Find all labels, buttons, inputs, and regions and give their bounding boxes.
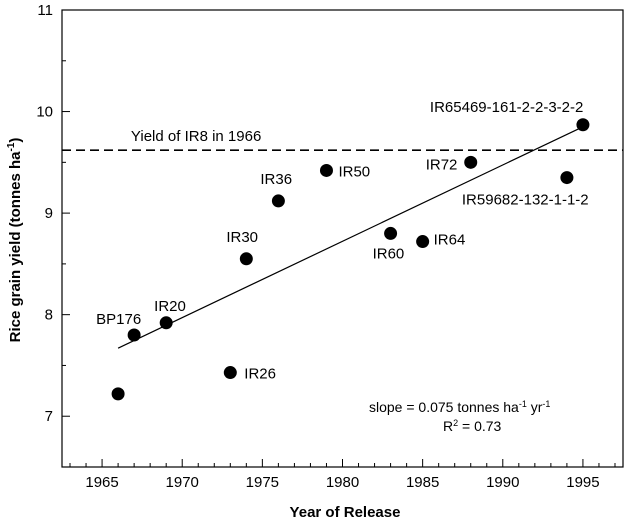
point-label: IR30: [226, 229, 258, 246]
point-label: IR72: [426, 156, 458, 173]
point-label: IR59682-132-1-1-2: [462, 192, 589, 209]
point-label: IR65469-161-2-2-3-2-2: [430, 99, 583, 116]
y-tick-label: 11: [37, 2, 53, 19]
point-label: IR20: [154, 298, 186, 315]
x-tick-label: 1970: [166, 474, 199, 491]
point-label: IR26: [244, 366, 276, 383]
point-label: IR50: [338, 163, 370, 180]
r2-annotation: R2 = 0.73: [443, 418, 502, 434]
data-point: [159, 316, 173, 330]
data-point: [223, 366, 237, 380]
x-tick-label: 1975: [246, 474, 279, 491]
y-tick-label: 9: [45, 205, 53, 222]
data-point: [384, 226, 398, 240]
point-label: IR36: [260, 171, 292, 188]
point-label: IR60: [373, 245, 405, 262]
x-tick-label: 1990: [486, 474, 519, 491]
data-point: [111, 387, 125, 401]
point-label: BP176: [96, 311, 141, 328]
data-point: [416, 235, 430, 249]
y-axis-title: Rice grain yield (tonnes ha-1): [6, 138, 24, 343]
x-axis-title: Year of Release: [290, 504, 401, 521]
reference-line-label: Yield of IR8 in 1966: [131, 128, 261, 145]
trend-line: [117, 126, 584, 349]
y-tick-label: 10: [36, 104, 53, 121]
data-point: [127, 328, 141, 342]
data-point: [576, 118, 590, 132]
y-tick-label: 8: [45, 307, 53, 324]
slope-annotation: slope = 0.075 tonnes ha-1 yr-1: [369, 399, 550, 415]
point-label: IR64: [434, 232, 466, 249]
x-tick-label: 1980: [326, 474, 359, 491]
data-point: [239, 252, 253, 266]
x-tick-label: 1965: [85, 474, 118, 491]
data-point: [560, 171, 574, 185]
x-tick-label: 1995: [566, 474, 599, 491]
data-point: [271, 194, 285, 208]
data-point: [319, 163, 333, 177]
y-tick-label: 7: [45, 408, 53, 425]
data-point: [464, 155, 478, 169]
x-tick-label: 1985: [406, 474, 439, 491]
